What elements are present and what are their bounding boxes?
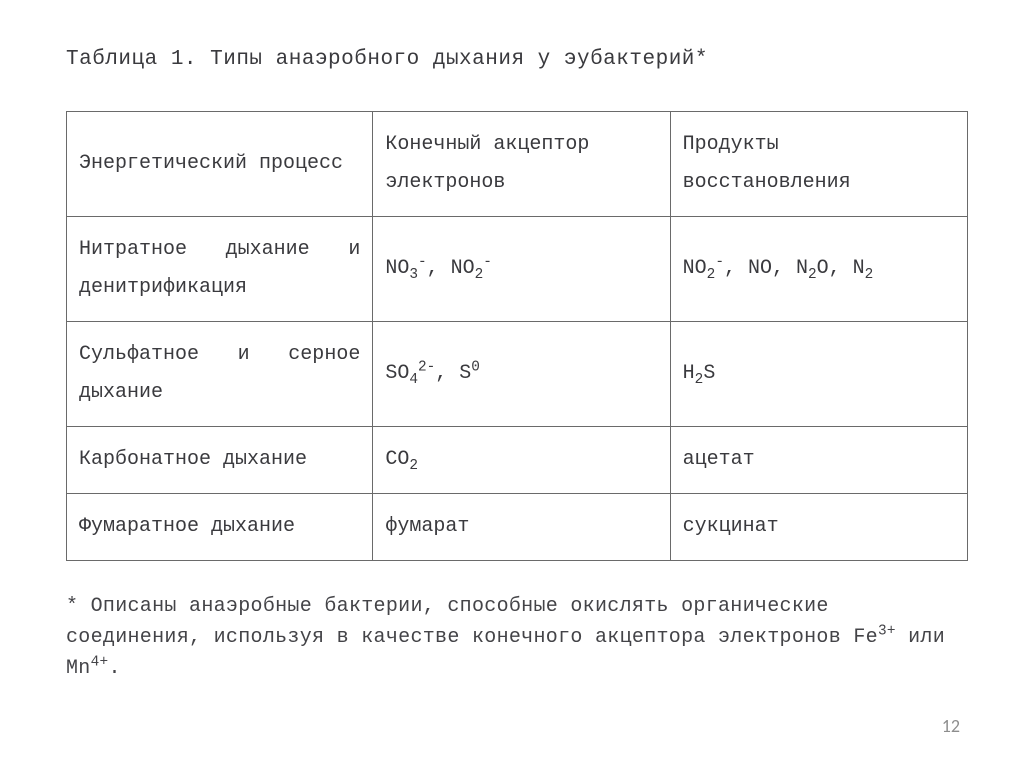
cell-acceptor: фумарат: [373, 494, 670, 561]
cell-products: сукцинат: [670, 494, 967, 561]
table-row: Фумаратное дыханиефумаратсукцинат: [67, 494, 968, 561]
table-header-row: Энергетический процесс Конечный акцептор…: [67, 112, 968, 217]
cell-acceptor: NO3-, NO2-: [373, 217, 670, 322]
cell-process: Сульфатное и серное дыхание: [67, 322, 373, 427]
table-row: Карбонатное дыханиеCO2ацетат: [67, 427, 968, 494]
table-row: Сульфатное и серное дыханиеSO42-, S0H2S: [67, 322, 968, 427]
cell-products: H2S: [670, 322, 967, 427]
page-number: 12: [942, 715, 960, 737]
col-header-products: Продукты восстановления: [670, 112, 967, 217]
col-header-process: Энергетический процесс: [67, 112, 373, 217]
table-row: Нитратное дыхание и денитрификацияNO3-, …: [67, 217, 968, 322]
table-caption: Таблица 1. Типы анаэробного дыхания у эу…: [66, 48, 968, 71]
cell-process: Карбонатное дыхание: [67, 427, 373, 494]
cell-process: Фумаратное дыхание: [67, 494, 373, 561]
col-header-acceptor: Конечный акцептор электронов: [373, 112, 670, 217]
cell-products: ацетат: [670, 427, 967, 494]
footnote: * Описаны анаэробные бактерии, способные…: [66, 591, 968, 684]
respiration-table: Энергетический процесс Конечный акцептор…: [66, 111, 968, 561]
cell-process: Нитратное дыхание и денитрификация: [67, 217, 373, 322]
cell-acceptor: SO42-, S0: [373, 322, 670, 427]
cell-acceptor: CO2: [373, 427, 670, 494]
cell-products: NO2-, NO, N2O, N2: [670, 217, 967, 322]
